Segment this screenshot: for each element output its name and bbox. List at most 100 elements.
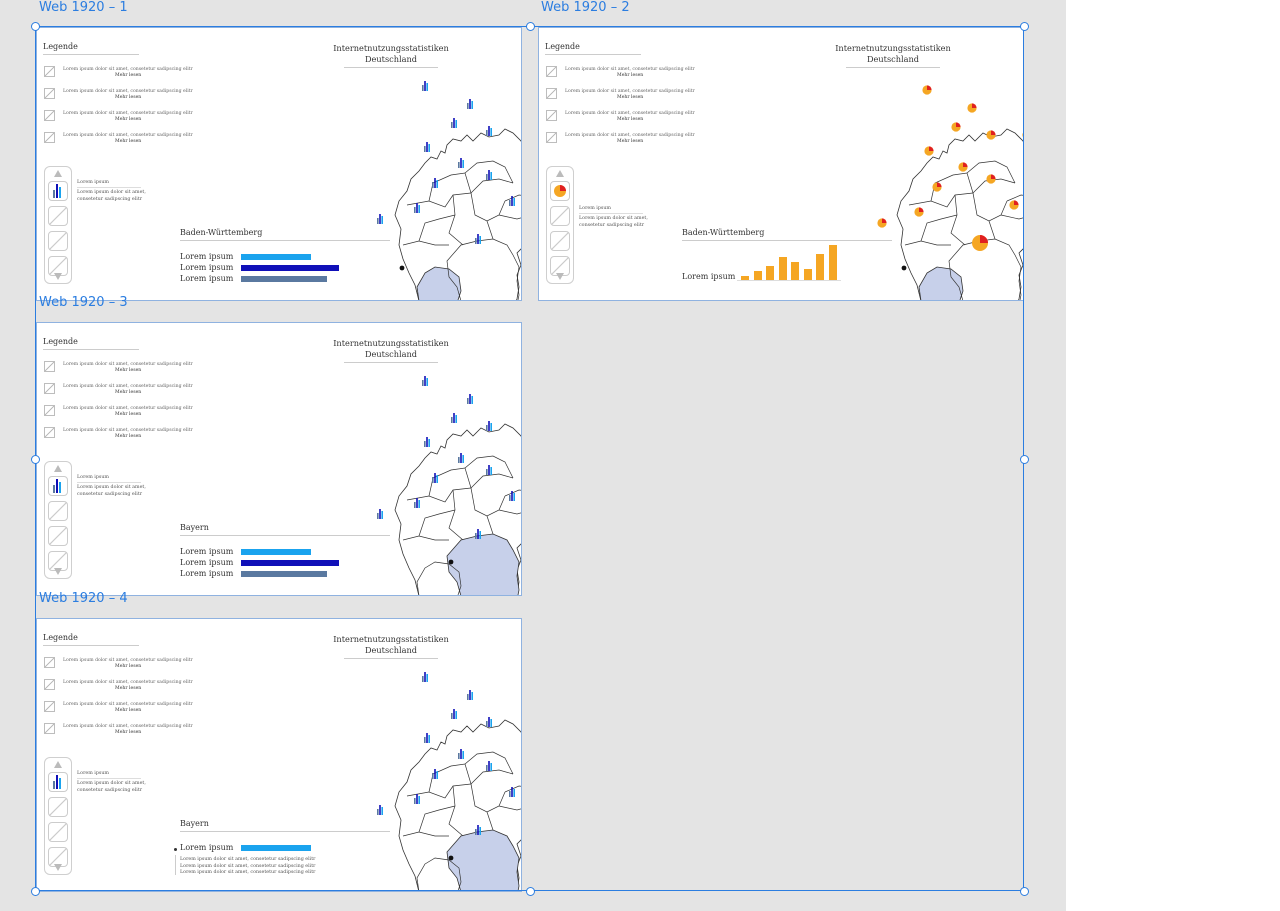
design-canvas[interactable]: Web 1920 – 1 Legende Lorem ipsum dolor sit… xyxy=(0,0,1066,911)
artboard[interactable]: Legende Lorem ipsum dolor sit amet, conse… xyxy=(538,27,1024,301)
legend-more-link[interactable]: Mehr lesen xyxy=(115,434,142,439)
bar-chart-layer-button[interactable] xyxy=(48,181,68,201)
legend-more-link[interactable]: Mehr lesen xyxy=(115,412,142,417)
artboard[interactable]: Legende Lorem ipsum dolor sit amet, conse… xyxy=(36,618,522,892)
bar xyxy=(241,254,311,260)
map-bar xyxy=(451,122,453,128)
bar-chart-layer-button[interactable] xyxy=(48,476,68,496)
layer-button[interactable] xyxy=(550,206,570,226)
legend-more-link[interactable]: Mehr lesen xyxy=(115,664,142,669)
resize-handle[interactable] xyxy=(1019,886,1029,896)
map-bar xyxy=(471,692,473,700)
legend-checkbox[interactable] xyxy=(44,657,55,668)
chevron-down-icon[interactable] xyxy=(54,273,62,280)
chevron-up-icon[interactable] xyxy=(54,761,62,768)
legend-more-link[interactable]: Mehr lesen xyxy=(115,117,142,122)
bar-chart-layer-button[interactable] xyxy=(48,772,68,792)
layer-button[interactable] xyxy=(48,501,68,521)
pie-marker xyxy=(1022,132,1023,138)
resize-handle[interactable] xyxy=(30,886,40,896)
layer-button[interactable] xyxy=(48,822,68,842)
map-bar xyxy=(426,378,428,386)
legend-more-link[interactable]: Mehr lesen xyxy=(115,139,142,144)
legend-divider xyxy=(43,645,139,646)
legend-checkbox[interactable] xyxy=(44,66,55,77)
legend-more-link[interactable]: Mehr lesen xyxy=(115,368,142,373)
resize-handle[interactable] xyxy=(1019,454,1029,464)
legend-checkbox[interactable] xyxy=(44,723,55,734)
legend-more-link[interactable]: Mehr lesen xyxy=(617,95,644,100)
legend-checkbox[interactable] xyxy=(546,132,557,143)
legend-more-link[interactable]: Mehr lesen xyxy=(617,117,644,122)
region-divider xyxy=(180,240,390,241)
legend-checkbox[interactable] xyxy=(44,88,55,99)
legend-more-link[interactable]: Mehr lesen xyxy=(617,73,644,78)
state-border xyxy=(428,172,472,202)
map-bar xyxy=(471,101,473,109)
legend-more-link[interactable]: Mehr lesen xyxy=(617,139,644,144)
map-bar xyxy=(460,749,462,759)
legend-more-link[interactable]: Mehr lesen xyxy=(115,73,142,78)
map-bar xyxy=(424,441,426,447)
map-subtitle: Deutschland xyxy=(364,349,418,359)
layer-button[interactable] xyxy=(48,526,68,546)
map-bar xyxy=(467,103,469,109)
legend-checkbox[interactable] xyxy=(44,361,55,372)
state-border xyxy=(904,240,951,246)
legend-checkbox[interactable] xyxy=(546,110,557,121)
map-bar xyxy=(414,207,416,213)
legend-checkbox[interactable] xyxy=(44,383,55,394)
layer-divider xyxy=(77,778,141,779)
selected-state xyxy=(446,829,520,891)
resize-handle[interactable] xyxy=(30,21,40,31)
legend-checkbox[interactable] xyxy=(44,427,55,438)
legend-more-link[interactable]: Mehr lesen xyxy=(115,390,142,395)
legend-checkbox[interactable] xyxy=(44,405,55,416)
layer-button[interactable] xyxy=(550,231,570,251)
legend-item-text: Lorem ipsum dolor sit amet, consetetur s… xyxy=(63,680,193,685)
germany-map xyxy=(377,672,521,891)
legend-more-link[interactable]: Mehr lesen xyxy=(115,708,142,713)
resize-handle[interactable] xyxy=(525,21,535,31)
chevron-down-icon[interactable] xyxy=(54,568,62,575)
legend-more-link[interactable]: Mehr lesen xyxy=(115,95,142,100)
chevron-up-icon[interactable] xyxy=(54,465,62,472)
artboard-title[interactable]: Web 1920 – 2 xyxy=(541,0,630,15)
legend-checkbox[interactable] xyxy=(546,88,557,99)
artboard[interactable]: Legende Lorem ipsum dolor sit amet, conse… xyxy=(36,27,522,301)
legend-checkbox[interactable] xyxy=(44,701,55,712)
layer-button[interactable] xyxy=(48,797,68,817)
layer-button[interactable] xyxy=(48,206,68,226)
pie-slice xyxy=(919,207,924,212)
map-bar xyxy=(424,376,426,386)
right-panel xyxy=(1066,0,1280,911)
legend-checkbox[interactable] xyxy=(44,679,55,690)
resize-handle[interactable] xyxy=(30,454,40,464)
legend-more-link[interactable]: Mehr lesen xyxy=(115,686,142,691)
state-border xyxy=(950,194,966,246)
artboard-title[interactable]: Web 1920 – 4 xyxy=(39,591,128,606)
pie-chart-layer-button[interactable] xyxy=(550,181,570,201)
state-border xyxy=(486,811,494,831)
layer-divider xyxy=(77,482,141,483)
legend-checkbox[interactable] xyxy=(44,132,55,143)
map-bar xyxy=(488,421,490,431)
resize-handle[interactable] xyxy=(1019,21,1029,31)
state-border xyxy=(406,487,472,503)
chevron-down-icon[interactable] xyxy=(556,273,564,280)
column-bar xyxy=(791,262,799,280)
chevron-up-icon[interactable] xyxy=(54,170,62,177)
artboard[interactable]: Legende Lorem ipsum dolor sit amet, conse… xyxy=(36,322,522,596)
resize-handle[interactable] xyxy=(525,886,535,896)
legend-checkbox[interactable] xyxy=(546,66,557,77)
chevron-down-icon[interactable] xyxy=(54,864,62,871)
legend-more-link[interactable]: Mehr lesen xyxy=(115,730,142,735)
legend-checkbox[interactable] xyxy=(44,110,55,121)
artboard-title[interactable]: Web 1920 – 1 xyxy=(39,0,128,15)
chevron-up-icon[interactable] xyxy=(556,170,564,177)
artboard-title[interactable]: Web 1920 – 3 xyxy=(39,295,128,310)
map-bar xyxy=(467,398,469,404)
state-border xyxy=(1006,194,1023,202)
map-bar xyxy=(451,417,453,423)
layer-button[interactable] xyxy=(48,231,68,251)
